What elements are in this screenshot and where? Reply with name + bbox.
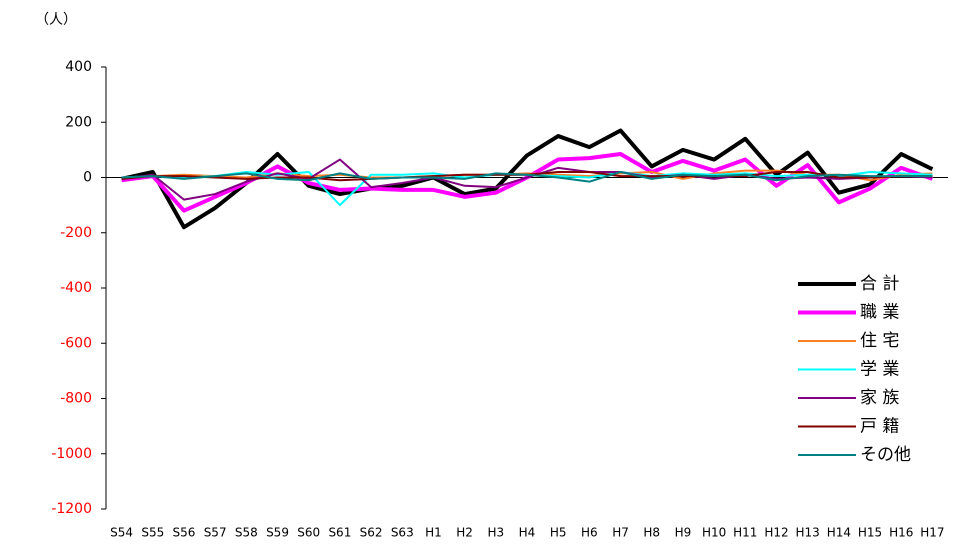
x-tick-label: S58 [235,526,258,540]
x-tick-label: H7 [612,526,629,540]
x-tick-label: H17 [920,526,944,540]
y-tick-label: 200 [65,114,92,130]
series-line [121,170,933,183]
x-tick-label: H11 [733,526,757,540]
x-tick-label: S54 [110,526,133,540]
x-tick-label: H9 [675,526,692,540]
y-tick-label: 0 [83,170,92,186]
y-unit-label: （人） [35,12,77,28]
x-tick-label: H5 [550,526,567,540]
x-tick-label: H15 [858,526,882,540]
x-tick-label: H14 [827,526,851,540]
legend-label: 合 計 [860,274,899,294]
legend-label: 戸 籍 [860,417,899,437]
legend-label: 住 宅 [860,331,899,351]
x-tick-label: H16 [889,526,913,540]
legend-label: 家 族 [860,388,899,408]
legend-label: その他 [860,445,911,465]
x-tick-label: S56 [173,526,196,540]
y-tick-label: -600 [60,335,92,351]
x-tick-label: S63 [391,526,414,540]
x-tick-label: H12 [764,526,788,540]
x-tick-label: H10 [702,526,726,540]
x-tick-label: H1 [425,526,442,540]
x-tick-label: S57 [204,526,227,540]
y-tick-label: -800 [60,391,92,407]
x-tick-label: H2 [456,526,473,540]
x-tick-label: S62 [360,526,383,540]
y-tick-label: -400 [60,280,92,296]
legend-label: 学 業 [860,360,899,380]
y-tick-label: -1000 [51,446,92,462]
x-tick-label: S61 [328,526,351,540]
x-tick-label: H6 [581,526,598,540]
x-tick-label: S55 [141,526,164,540]
x-tick-label: S59 [266,526,289,540]
x-tick-label: H3 [487,526,504,540]
legend-label: 職 業 [860,303,899,323]
y-tick-label: -1200 [51,501,92,517]
x-tick-label: H4 [519,526,536,540]
y-tick-label: 400 [65,59,92,75]
y-tick-label: -200 [60,225,92,241]
x-tick-label: H8 [643,526,660,540]
x-tick-label: S60 [297,526,320,540]
x-tick-label: H13 [796,526,820,540]
